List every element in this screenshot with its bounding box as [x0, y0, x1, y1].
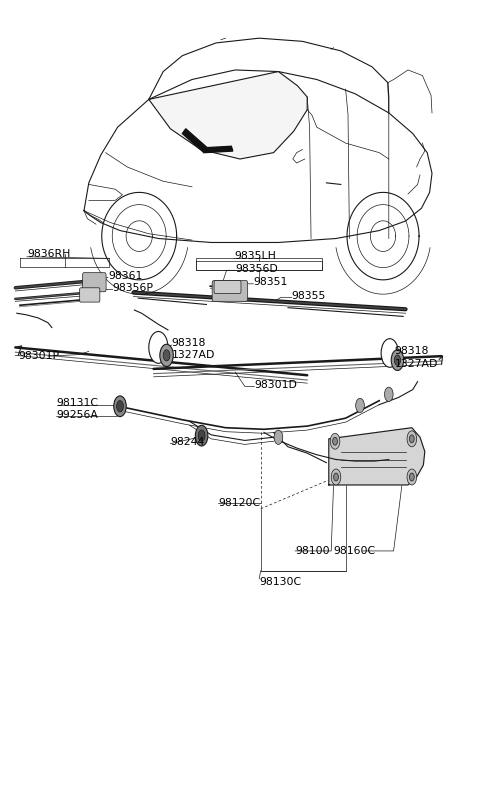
Text: 98351: 98351 [253, 277, 288, 287]
Circle shape [149, 332, 168, 363]
Text: 98244: 98244 [170, 437, 205, 447]
Circle shape [333, 437, 337, 445]
Text: 98130C: 98130C [259, 577, 301, 587]
Text: 9836RH: 9836RH [27, 250, 70, 259]
FancyBboxPatch shape [80, 288, 100, 302]
Circle shape [391, 350, 404, 370]
Circle shape [394, 355, 400, 366]
Text: 99256A: 99256A [57, 410, 98, 420]
Circle shape [114, 396, 126, 417]
Circle shape [407, 469, 417, 485]
Circle shape [331, 469, 341, 485]
Text: 98100: 98100 [295, 546, 330, 556]
Circle shape [409, 473, 414, 481]
Circle shape [274, 430, 283, 444]
FancyBboxPatch shape [214, 281, 241, 293]
Text: 98318: 98318 [395, 347, 429, 356]
Polygon shape [203, 146, 233, 153]
Polygon shape [182, 129, 207, 153]
Text: 98301D: 98301D [254, 380, 297, 390]
Text: 98131C: 98131C [57, 398, 99, 408]
Text: 98120C: 98120C [218, 498, 261, 508]
Text: 98160C: 98160C [334, 546, 376, 556]
Circle shape [198, 430, 205, 441]
Circle shape [330, 433, 340, 449]
Text: 1327AD: 1327AD [395, 359, 438, 369]
Circle shape [163, 350, 170, 361]
FancyBboxPatch shape [212, 281, 248, 301]
Text: 98355: 98355 [292, 291, 326, 301]
Polygon shape [329, 428, 425, 485]
Circle shape [195, 425, 208, 446]
Circle shape [160, 344, 173, 366]
Circle shape [409, 435, 414, 443]
Circle shape [384, 387, 393, 401]
Polygon shape [149, 72, 307, 159]
Text: 1327AD: 1327AD [172, 351, 215, 360]
FancyBboxPatch shape [83, 273, 106, 292]
Text: 98361: 98361 [108, 271, 143, 281]
Circle shape [407, 431, 417, 447]
Circle shape [356, 398, 364, 413]
Circle shape [381, 339, 398, 367]
Text: 98356P: 98356P [113, 283, 154, 293]
Text: 98318: 98318 [172, 339, 206, 348]
Circle shape [334, 473, 338, 481]
Text: 9835LH: 9835LH [234, 251, 276, 261]
Text: 98301P: 98301P [18, 351, 60, 361]
Circle shape [117, 401, 123, 412]
Text: 98356D: 98356D [235, 264, 278, 273]
